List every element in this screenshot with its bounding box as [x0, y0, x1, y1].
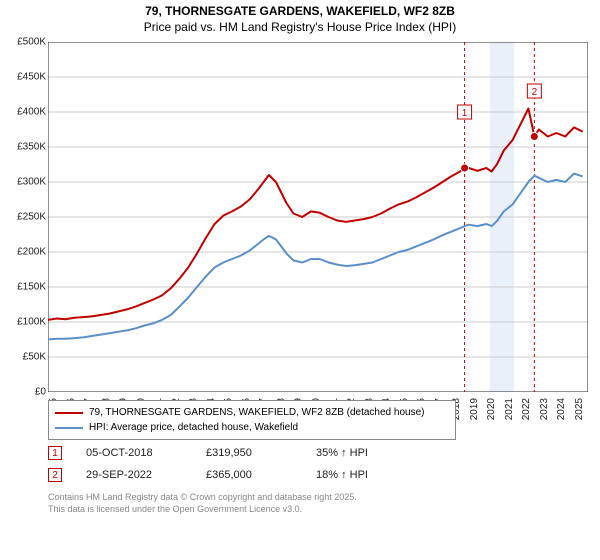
title-subtitle: Price paid vs. HM Land Registry's House …	[0, 20, 600, 36]
sale-date-1: 05-OCT-2018	[86, 447, 206, 459]
sale-pct-1: 35% ↑ HPI	[316, 447, 426, 459]
chart-area: 12	[48, 42, 588, 392]
x-tick-label: 2020	[486, 398, 497, 438]
legend-row-hpi: HPI: Average price, detached house, Wake…	[55, 420, 449, 435]
legend-box: 79, THORNESGATE GARDENS, WAKEFIELD, WF2 …	[48, 400, 456, 440]
sale-marker-1: 1	[48, 446, 62, 460]
y-tick-label: £300K	[2, 177, 46, 188]
chart-container: 79, THORNESGATE GARDENS, WAKEFIELD, WF2 …	[0, 0, 600, 560]
svg-text:1: 1	[462, 108, 468, 119]
y-tick-label: £200K	[2, 247, 46, 258]
legend-label-property: 79, THORNESGATE GARDENS, WAKEFIELD, WF2 …	[89, 405, 424, 420]
sale-row-2: 2 29-SEP-2022 £365,000 18% ↑ HPI	[48, 464, 426, 486]
y-tick-label: £0	[2, 387, 46, 398]
sale-marker-2: 2	[48, 468, 62, 482]
sale-date-2: 29-SEP-2022	[86, 469, 206, 481]
y-tick-label: £450K	[2, 72, 46, 83]
chart-svg: 12	[48, 42, 588, 392]
y-tick-label: £100K	[2, 317, 46, 328]
svg-text:2: 2	[532, 87, 538, 98]
y-tick-label: £500K	[2, 37, 46, 48]
x-tick-label: 2023	[539, 398, 550, 438]
y-tick-label: £350K	[2, 142, 46, 153]
x-tick-label: 2025	[574, 398, 585, 438]
legend-swatch-hpi	[55, 427, 83, 429]
y-tick-label: £250K	[2, 212, 46, 223]
y-tick-label: £150K	[2, 282, 46, 293]
title-block: 79, THORNESGATE GARDENS, WAKEFIELD, WF2 …	[0, 0, 600, 35]
sale-pct-2: 18% ↑ HPI	[316, 469, 426, 481]
sale-row-1: 1 05-OCT-2018 £319,950 35% ↑ HPI	[48, 442, 426, 464]
y-tick-label: £50K	[2, 352, 46, 363]
sale-price-2: £365,000	[206, 469, 316, 481]
sale-price-1: £319,950	[206, 447, 316, 459]
legend-row-property: 79, THORNESGATE GARDENS, WAKEFIELD, WF2 …	[55, 405, 449, 420]
x-tick-label: 2019	[469, 398, 480, 438]
x-tick-label: 2021	[504, 398, 515, 438]
legend-swatch-property	[55, 412, 83, 414]
footer-line1: Contains HM Land Registry data © Crown c…	[48, 492, 357, 504]
title-address: 79, THORNESGATE GARDENS, WAKEFIELD, WF2 …	[0, 4, 600, 20]
footer-line2: This data is licensed under the Open Gov…	[48, 504, 357, 516]
y-tick-label: £400K	[2, 107, 46, 118]
x-tick-label: 2022	[521, 398, 532, 438]
footer: Contains HM Land Registry data © Crown c…	[48, 492, 357, 515]
legend-label-hpi: HPI: Average price, detached house, Wake…	[89, 420, 298, 435]
x-tick-label: 2024	[556, 398, 567, 438]
sales-table: 1 05-OCT-2018 £319,950 35% ↑ HPI 2 29-SE…	[48, 442, 426, 486]
